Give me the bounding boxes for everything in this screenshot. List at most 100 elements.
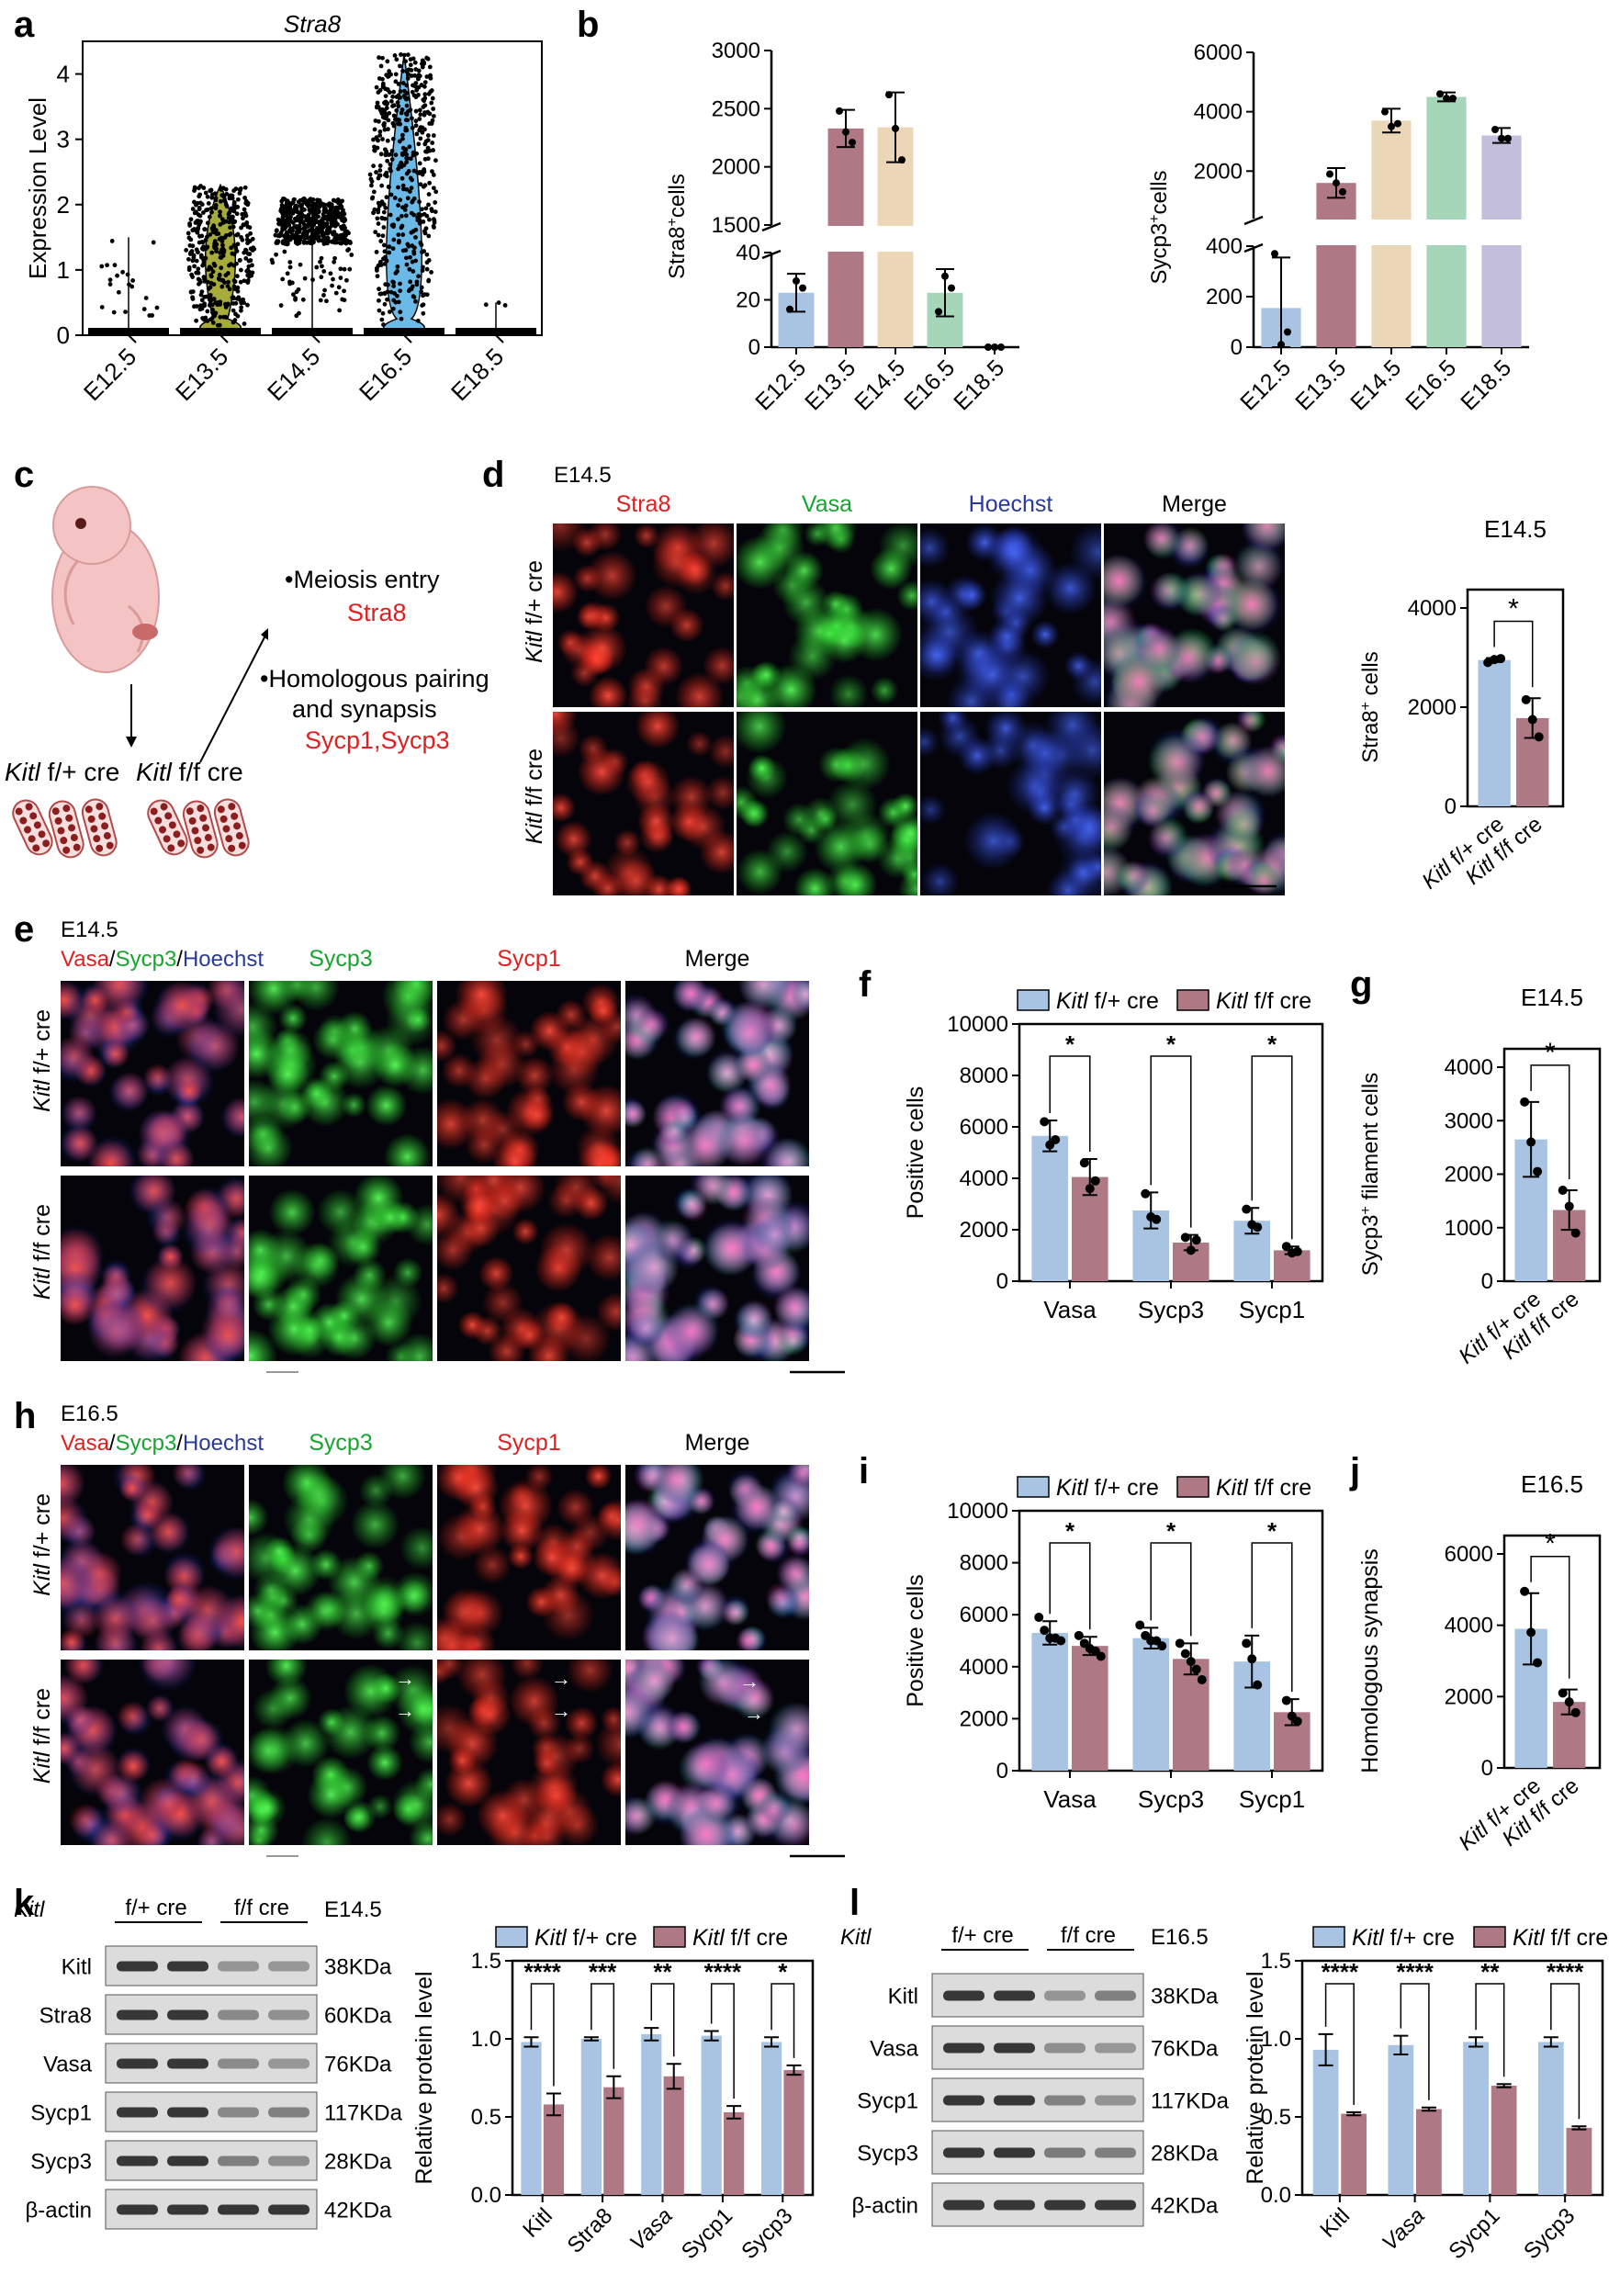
significance-star: *** — [589, 1958, 617, 1986]
fluorescent-cell — [625, 759, 671, 805]
cell-point — [433, 158, 438, 163]
cell-point — [375, 138, 380, 143]
cell-point — [424, 74, 430, 79]
fluorescent-cell — [268, 1585, 299, 1616]
data-point — [1051, 1135, 1061, 1144]
zero-cluster — [272, 328, 353, 334]
fluorescent-cell — [277, 1090, 312, 1125]
fluorescent-cell — [507, 1543, 534, 1570]
cell-point — [427, 111, 433, 117]
fluorescent-cell — [366, 1744, 403, 1782]
blot-band — [1095, 1990, 1136, 2001]
fluorescent-cell — [437, 1272, 459, 1304]
cell-point — [226, 211, 231, 217]
cell-point — [398, 310, 403, 315]
fluorescent-cell — [558, 1527, 595, 1564]
cell-point — [205, 234, 209, 240]
cell-point — [380, 81, 386, 86]
cell-point — [342, 266, 347, 272]
germ-cell-dot — [160, 803, 168, 811]
cell-point — [398, 197, 403, 203]
cell-point — [240, 211, 245, 217]
cell-point — [328, 271, 333, 276]
x-tick — [128, 334, 137, 343]
micrograph-cells — [920, 523, 1101, 707]
fluorescent-cell — [1119, 860, 1151, 892]
data-point — [786, 305, 793, 313]
cell-point — [197, 281, 201, 287]
germ-cell-dot — [62, 805, 71, 813]
cell-point — [221, 198, 227, 203]
fluorescent-cell — [667, 1710, 700, 1744]
fluorescent-cell — [764, 663, 817, 707]
cell-point — [197, 240, 202, 245]
tubule — [48, 800, 84, 859]
tubule — [182, 800, 219, 859]
fluorescent-cell — [1063, 650, 1094, 681]
fluorescent-cell — [1243, 746, 1285, 796]
cell-point — [287, 217, 293, 222]
fluorescent-cell — [175, 1077, 203, 1105]
significance-bracket — [1530, 1555, 1570, 1679]
micrograph-tile — [437, 1465, 621, 1650]
cell-point — [391, 298, 397, 303]
panel-letter-f: f — [859, 964, 872, 1005]
legend-gene: Kitl — [1056, 988, 1089, 1014]
cell-point — [196, 250, 200, 255]
cell-point — [207, 297, 212, 302]
y-tick-label: 0 — [1231, 335, 1243, 360]
micrograph-tile — [625, 981, 809, 1166]
data-point — [984, 343, 992, 351]
cell-point — [422, 141, 428, 147]
cell-point — [377, 163, 383, 168]
cell-point — [343, 229, 348, 233]
germ-cell-dot — [38, 830, 46, 838]
germ-cell-dot — [197, 805, 205, 813]
fluorescent-cell — [1063, 720, 1101, 780]
blot-band — [218, 2058, 259, 2069]
blot-protein-label: Kitl — [888, 1985, 918, 2009]
fluorescent-cell — [890, 812, 917, 853]
cell-point — [192, 264, 197, 269]
cell-point — [190, 258, 196, 264]
legend-label: Kitl f/f cre — [1216, 1475, 1311, 1501]
cell-point — [378, 239, 384, 243]
cell-point — [329, 223, 334, 229]
fluorescent-cell — [343, 1228, 382, 1266]
fluorescent-cell — [643, 646, 684, 687]
x-tick-label: Sycp1 — [1444, 2203, 1504, 2264]
cell-point — [336, 285, 342, 290]
cell-point — [390, 136, 396, 141]
fluorescent-cell — [772, 1285, 809, 1329]
fluorescent-cell — [1026, 789, 1063, 827]
significance-bracket — [771, 1983, 795, 2058]
cell-point — [208, 232, 213, 237]
fluorescent-cell — [87, 1140, 134, 1166]
cell-point — [217, 276, 222, 282]
cell-point — [230, 193, 235, 198]
cell-point — [395, 118, 399, 122]
cell-point — [383, 94, 388, 99]
data-point — [948, 284, 955, 292]
cell-point — [422, 231, 428, 236]
data-point — [799, 284, 806, 292]
fluorescent-cell — [1183, 791, 1215, 823]
cell-point — [417, 127, 422, 132]
cell-point — [245, 302, 250, 308]
cell-point — [388, 152, 393, 157]
cell-point — [383, 99, 388, 105]
cell-point — [419, 207, 424, 212]
panel-letter-k: k — [14, 1883, 35, 1923]
data-point — [1558, 1185, 1568, 1195]
cell-point — [197, 233, 202, 239]
cell-point — [235, 313, 241, 319]
cell-point — [420, 268, 425, 273]
cell-point — [202, 227, 208, 232]
cell-point — [410, 284, 415, 289]
data-point — [849, 139, 856, 147]
significance-star: * — [1065, 1030, 1075, 1058]
cell-point — [430, 141, 435, 145]
cell-point — [335, 236, 341, 242]
